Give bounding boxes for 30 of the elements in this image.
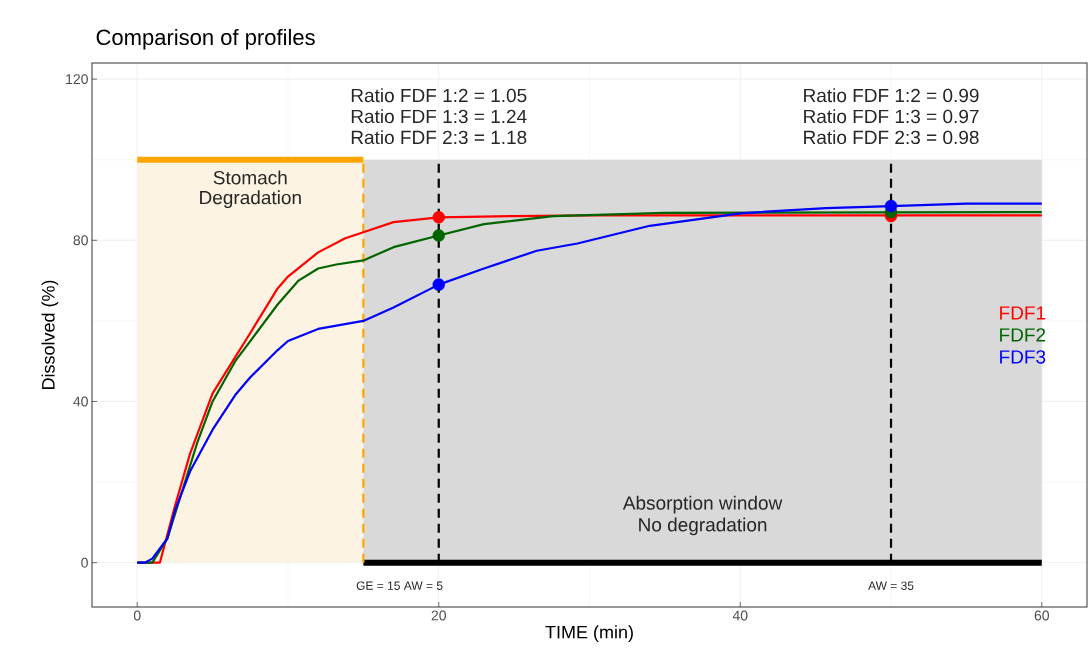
chart-title: Comparison of profiles (96, 28, 315, 50)
annotation: GE = 15 AW = 5 (356, 581, 443, 590)
text: FDF1 (1000, 306, 1046, 320)
y-tick-label: 40 (73, 396, 88, 407)
point (432, 278, 445, 291)
y-axis-title: Dissolved (%) (41, 280, 59, 390)
annotation: Ratio FDF 1:3 = 0.97 (804, 109, 979, 124)
annotation: Ratio FDF 1:3 = 1.24 (351, 109, 527, 124)
annotation: Ratio FDF 1:2 = 1.05 (351, 88, 527, 103)
x-axis-title: TIME (min) (545, 625, 633, 643)
annotation: No degradation (639, 517, 767, 536)
y-tick-label: 120 (66, 74, 88, 85)
annotation: Ratio FDF 1:2 = 0.99 (804, 88, 979, 103)
point (884, 199, 898, 213)
x-tick-label: 40 (732, 610, 748, 621)
x-tick-label: 60 (1034, 610, 1050, 621)
annotation: Degradation (200, 190, 301, 209)
annotation: AW = 35 (868, 581, 914, 590)
point (432, 229, 445, 242)
annotation: Ratio FDF 2:3 = 1.18 (351, 130, 527, 145)
x-tick-label: 0 (133, 610, 141, 621)
text: FDF3 (1000, 350, 1046, 364)
x-tick-label: 20 (431, 610, 446, 621)
annotation: Absorption window (622, 495, 783, 514)
point (432, 211, 445, 224)
y-tick-label: 0 (81, 557, 88, 568)
text: FDF2 (1000, 328, 1046, 342)
annotation: Stomach (213, 170, 287, 185)
annotation: Ratio FDF 2:3 = 0.98 (804, 130, 979, 145)
y-tick-label: 80 (73, 235, 88, 246)
